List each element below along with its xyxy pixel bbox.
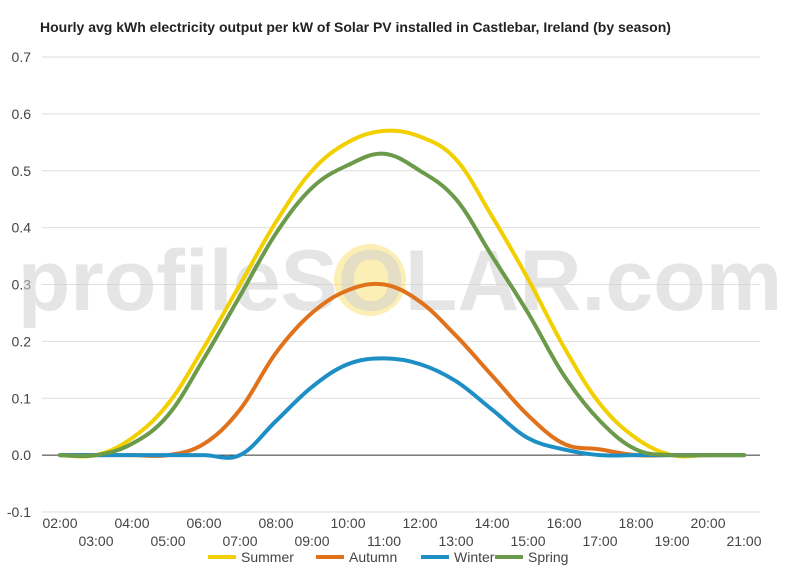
x-tick-label: 14:00	[474, 515, 509, 531]
y-tick-label: -0.1	[7, 504, 31, 520]
legend-label-spring: Spring	[528, 549, 568, 565]
y-tick-label: 0.5	[12, 163, 32, 179]
y-axis-ticks: -0.1 0.0 0.1 0.2 0.3 0.4 0.5 0.6 0.7	[7, 49, 31, 520]
chart-title: Hourly avg kWh electricity output per kW…	[40, 19, 671, 35]
y-tick-label: 0.3	[12, 277, 32, 293]
watermark-text: profileSOLAR.com	[18, 233, 783, 329]
legend-label-summer: Summer	[241, 549, 294, 565]
series-line-summer	[58, 128, 746, 459]
x-tick-label: 08:00	[258, 515, 293, 531]
series-line-winter	[58, 356, 746, 460]
x-tick-label: 06:00	[186, 515, 221, 531]
x-tick-label: 12:00	[402, 515, 437, 531]
x-tick-label: 02:00	[42, 515, 77, 531]
legend-label-winter: Winter	[454, 549, 495, 565]
legend-label-autumn: Autumn	[349, 549, 397, 565]
x-tick-label: 20:00	[690, 515, 725, 531]
series-lines	[58, 128, 746, 460]
x-tick-label: 18:00	[618, 515, 653, 531]
x-tick-label: 03:00	[78, 533, 113, 549]
x-tick-label: 17:00	[582, 533, 617, 549]
y-tick-label: 0.4	[12, 220, 32, 236]
x-tick-label: 21:00	[726, 533, 761, 549]
y-tick-label: 0.0	[12, 447, 32, 463]
x-tick-label: 11:00	[367, 533, 401, 549]
watermark: profileSOLAR.com	[18, 233, 783, 329]
x-tick-label: 10:00	[330, 515, 365, 531]
x-tick-label: 16:00	[546, 515, 581, 531]
x-tick-label: 19:00	[654, 533, 689, 549]
x-tick-label: 07:00	[222, 533, 257, 549]
y-tick-label: 0.7	[12, 49, 32, 65]
x-tick-label: 04:00	[114, 515, 149, 531]
x-tick-label: 05:00	[150, 533, 185, 549]
y-tick-label: 0.1	[12, 390, 32, 406]
watermark-sun-logo	[334, 244, 406, 316]
x-tick-label: 09:00	[294, 533, 329, 549]
legend: Summer Autumn Winter Spring	[208, 549, 568, 565]
y-tick-label: 0.2	[12, 333, 32, 349]
x-tick-label: 13:00	[438, 533, 473, 549]
y-tick-label: 0.6	[12, 106, 32, 122]
series-line-spring	[58, 151, 746, 459]
x-axis-ticks: 02:0003:0004:0005:0006:0007:0008:0009:00…	[42, 515, 761, 549]
x-tick-label: 15:00	[510, 533, 545, 549]
